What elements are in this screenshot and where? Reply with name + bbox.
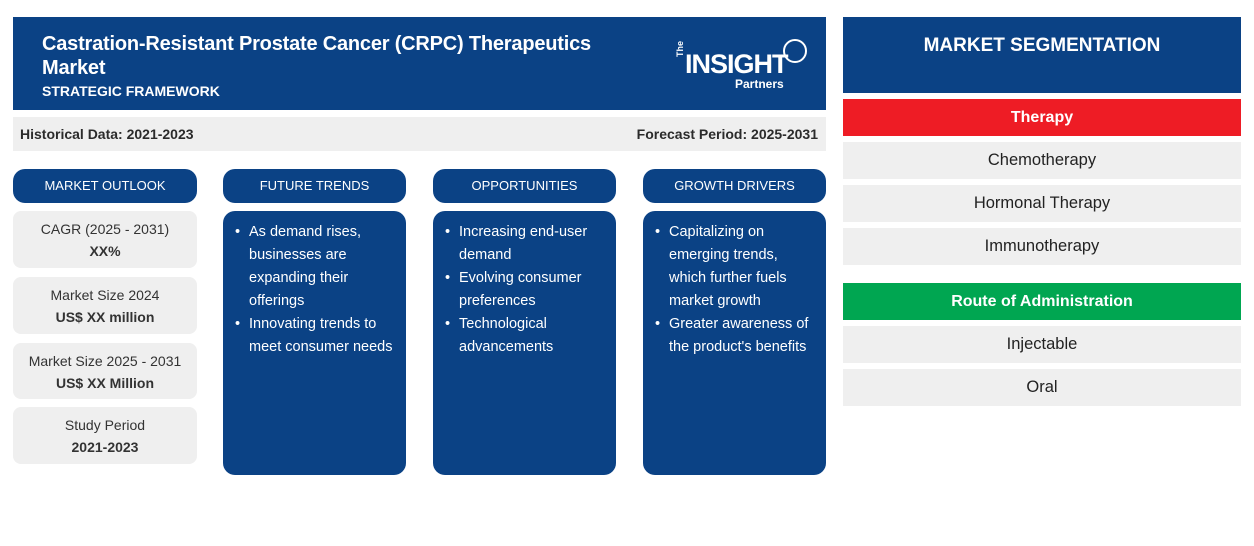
list-item: Greater awareness of the product's benef… [655, 313, 818, 359]
list-item: Capitalizing on emerging trends, which f… [655, 221, 818, 313]
logo-the: The [675, 40, 685, 57]
route-of-administration-heading: Route of Administration [843, 283, 1241, 320]
segmentation-title: MARKET SEGMENTATION [843, 17, 1241, 93]
cagr-card: CAGR (2025 - 2031) XX% [13, 211, 197, 268]
opportunities-header: OPPORTUNITIES [433, 169, 616, 203]
market-size-2024-card: Market Size 2024 US$ XX million [13, 277, 197, 334]
stat-value: 2021-2023 [71, 439, 139, 455]
logo-insight: INSIGHT [685, 49, 789, 79]
report-subtitle: STRATEGIC FRAMEWORK [42, 83, 220, 99]
future-trends-box: As demand rises, businesses are expandin… [223, 211, 406, 475]
future-trends-list: As demand rises, businesses are expandin… [235, 221, 398, 359]
study-period-card: Study Period 2021-2023 [13, 407, 197, 464]
list-item: Evolving consumer preferences [445, 267, 608, 313]
segment-item-chemotherapy: Chemotherapy [843, 142, 1241, 179]
period-bar: Historical Data: 2021-2023 Forecast Peri… [13, 117, 826, 151]
report-title: Castration-Resistant Prostate Cancer (CR… [42, 33, 591, 79]
segment-item-injectable: Injectable [843, 326, 1241, 363]
list-item: Increasing end-user demand [445, 221, 608, 267]
segment-item-hormonal-therapy: Hormonal Therapy [843, 185, 1241, 222]
growth-drivers-box: Capitalizing on emerging trends, which f… [643, 211, 826, 475]
report-header: Castration-Resistant Prostate Cancer (CR… [13, 17, 826, 110]
segment-item-oral: Oral [843, 369, 1241, 406]
list-item: Innovating trends to meet consumer needs [235, 313, 398, 359]
stat-label: Market Size 2024 [50, 287, 160, 303]
stat-label: CAGR (2025 - 2031) [40, 221, 170, 237]
list-item: Technological advancements [445, 313, 608, 359]
logo-ring-icon [783, 39, 807, 63]
historical-period: Historical Data: 2021-2023 [20, 126, 194, 142]
growth-drivers-list: Capitalizing on emerging trends, which f… [655, 221, 818, 359]
stat-value: US$ XX Million [55, 375, 154, 391]
market-outlook-header: MARKET OUTLOOK [13, 169, 197, 203]
insight-partners-logo: The INSIGHT Partners [675, 39, 815, 95]
market-size-forecast-card: Market Size 2025 - 2031 US$ XX Million [13, 343, 197, 399]
stat-value: XX% [89, 243, 121, 259]
list-item: As demand rises, businesses are expandin… [235, 221, 398, 313]
growth-drivers-header: GROWTH DRIVERS [643, 169, 826, 203]
segment-item-immunotherapy: Immunotherapy [843, 228, 1241, 265]
forecast-period: Forecast Period: 2025-2031 [636, 126, 818, 142]
opportunities-list: Increasing end-user demand Evolving cons… [445, 221, 608, 359]
stat-label: Market Size 2025 - 2031 [28, 353, 182, 369]
stat-label: Study Period [64, 417, 146, 433]
future-trends-header: FUTURE TRENDS [223, 169, 406, 203]
stat-value: US$ XX million [55, 309, 155, 325]
logo-partners: Partners [735, 77, 784, 91]
opportunities-box: Increasing end-user demand Evolving cons… [433, 211, 616, 475]
therapy-heading: Therapy [843, 99, 1241, 136]
